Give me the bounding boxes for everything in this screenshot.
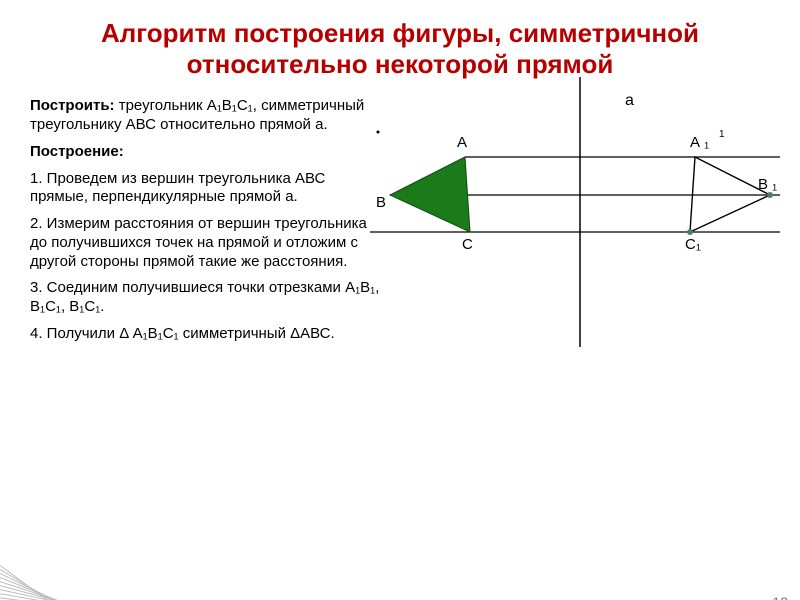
- svg-text:С: С: [462, 236, 473, 253]
- step-1: 1. Проведем из вершин треугольника АВС п…: [30, 170, 380, 208]
- diagram-column: АВСА ₁В ₁С₁1а: [380, 97, 800, 351]
- svg-text:А: А: [457, 134, 467, 151]
- step-4: 4. Получили Δ А₁В₁С₁ симметричный ΔАВС.: [30, 325, 380, 344]
- diagram-svg: А В С А ₁ В ₁ С₁ 1 а: [370, 77, 790, 357]
- svg-text:В ₁: В ₁: [758, 176, 777, 193]
- svg-text:А ₁: А ₁: [690, 134, 709, 151]
- slide-title: Алгоритм построения фигуры, симметричной…: [30, 18, 770, 79]
- svg-text:а: а: [625, 92, 634, 109]
- step-2: 2. Измерим расстояния от вершин треуголь…: [30, 215, 380, 271]
- svg-text:В: В: [376, 194, 386, 211]
- svg-text:С₁: С₁: [685, 236, 701, 253]
- task-line: Построить: треугольник А₁В₁С₁, симметрич…: [30, 97, 380, 135]
- task-label: Построить:: [30, 97, 115, 114]
- body: Построить: треугольник А₁В₁С₁, симметрич…: [0, 97, 800, 351]
- step-3: 3. Соединим получившиеся точки отрезками…: [30, 279, 380, 317]
- text-column: Построить: треугольник А₁В₁С₁, симметрич…: [30, 97, 380, 351]
- svg-text:1: 1: [719, 129, 725, 140]
- corner-decoration: [0, 508, 200, 600]
- slide-number: 12: [772, 594, 788, 600]
- construction-label: Построение:: [30, 143, 380, 162]
